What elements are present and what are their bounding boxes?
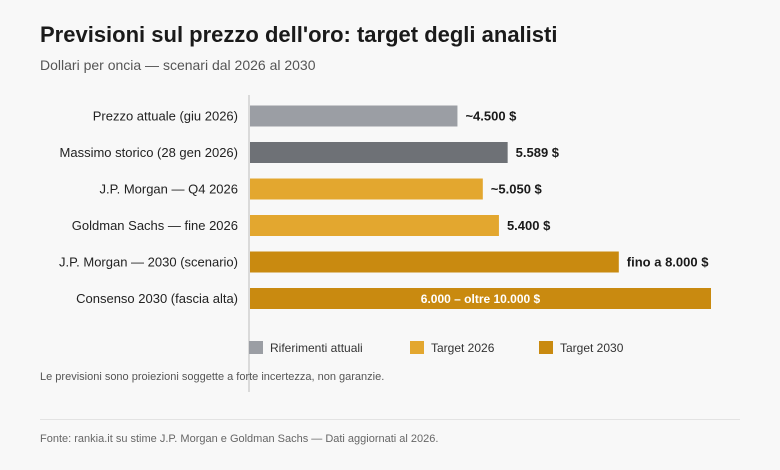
footer-divider <box>40 419 740 420</box>
source-note: Fonte: rankia.it su stime J.P. Morgan e … <box>40 433 439 445</box>
category-label: Prezzo attuale (giu 2026) <box>93 109 238 124</box>
chart-title: Previsioni sul prezzo dell'oro: target d… <box>40 22 558 47</box>
bar <box>250 251 619 273</box>
category-label: J.P. Morgan — Q4 2026 <box>99 182 238 197</box>
data-label: fino a 8.000 $ <box>627 255 709 270</box>
chart-subtitle: Dollari per oncia — scenari dal 2026 al … <box>40 57 316 73</box>
bar <box>250 215 499 236</box>
legend-label: Target 2030 <box>560 341 624 355</box>
disclaimer-note: Le previsioni sono proiezioni soggette a… <box>40 371 385 383</box>
legend-swatch <box>249 341 263 354</box>
bar <box>250 288 711 309</box>
category-label: Consenso 2030 (fascia alta) <box>76 291 238 306</box>
data-label: 6.000 – oltre 10.000 $ <box>421 292 541 306</box>
bar <box>250 142 508 163</box>
data-label: 5.589 $ <box>516 145 560 160</box>
legend-label: Riferimenti attuali <box>270 341 363 355</box>
bar <box>250 178 483 200</box>
category-label: Massimo storico (28 gen 2026) <box>60 145 238 160</box>
data-label: ~4.500 $ <box>465 109 517 124</box>
bar <box>250 105 458 127</box>
legend-swatch <box>539 341 553 354</box>
data-label: ~5.050 $ <box>491 182 543 197</box>
data-label: 5.400 $ <box>507 218 551 233</box>
legend-swatch <box>410 341 424 354</box>
legend-label: Target 2026 <box>431 341 495 355</box>
category-label: J.P. Morgan — 2030 (scenario) <box>59 255 238 270</box>
category-label: Goldman Sachs — fine 2026 <box>72 218 238 233</box>
